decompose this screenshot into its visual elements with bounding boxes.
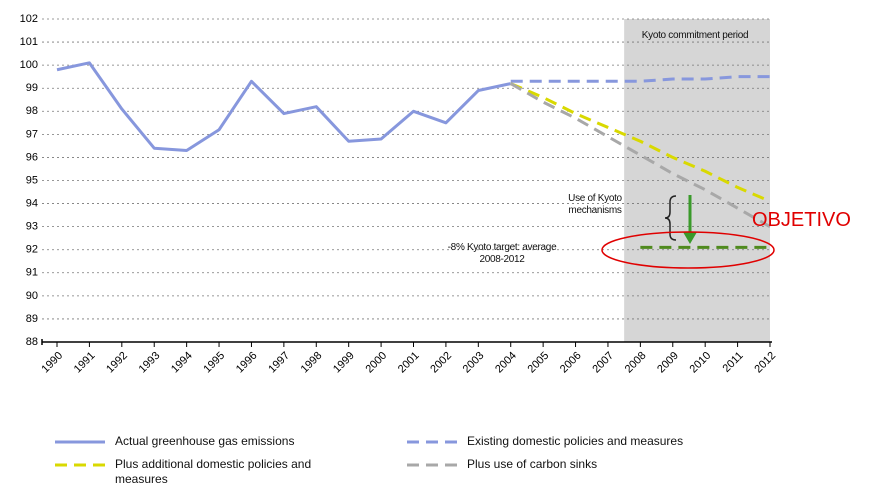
y-tick-label: 101	[20, 36, 38, 48]
x-tick-label: 2009	[655, 350, 681, 376]
legend-label: Actual greenhouse gas emissions	[115, 434, 295, 448]
y-tick-label: 90	[26, 290, 38, 302]
series-line	[510, 75, 770, 83]
x-tick-label: 1999	[331, 350, 357, 376]
x-tick-label: 2006	[558, 350, 584, 376]
x-tick-label: 2010	[688, 350, 714, 376]
legend-label: Plus additional domestic policies and me…	[115, 457, 312, 486]
legend-label: Plus use of carbon sinks	[467, 457, 598, 471]
y-tick-label: 91	[26, 267, 38, 279]
y-tick-label: 88	[26, 336, 38, 348]
x-tick-label: 1997	[266, 350, 292, 376]
y-tick-label: 89	[26, 313, 38, 325]
x-tick-label: 1992	[104, 350, 130, 376]
y-tick-label: 102	[20, 13, 38, 25]
x-tick-label: 1991	[72, 350, 98, 376]
annotation: -8% Kyoto target: average 2008-2012	[447, 242, 557, 265]
annotation: OBJETIVO	[752, 209, 851, 231]
x-tick-label: 1994	[169, 350, 195, 376]
x-tick-label: 2004	[493, 350, 519, 376]
x-tick-label: 2003	[461, 350, 487, 376]
annotation: Use of Kyoto mechanisms	[568, 193, 622, 216]
highlight-ellipse	[601, 231, 775, 269]
x-tick-label: 1993	[137, 350, 163, 376]
y-tick-label: 100	[20, 59, 38, 71]
x-tick-label: 1998	[299, 350, 325, 376]
series-line	[56, 61, 512, 153]
brace	[664, 195, 677, 241]
x-tick-label: 2000	[363, 350, 389, 376]
y-tick-label: 98	[26, 105, 38, 117]
x-tick-label: 2011	[721, 350, 746, 375]
x-tick-label: 2012	[752, 350, 778, 376]
x-tick-label: 1990	[39, 350, 65, 376]
y-tick-label: 95	[26, 174, 38, 186]
arrow-head	[683, 232, 697, 244]
x-tick-label: 2005	[526, 350, 552, 376]
x-tick-label: 2002	[428, 350, 454, 376]
x-tick-label: 1995	[201, 350, 227, 376]
x-tick-label: 2001	[396, 350, 422, 376]
y-tick-label: 99	[26, 82, 38, 94]
y-tick-label: 97	[26, 128, 38, 140]
y-tick-label: 93	[26, 221, 38, 233]
y-tick-label: 96	[26, 151, 38, 163]
legend-label: Existing domestic policies and measures	[467, 434, 684, 448]
x-tick-label: 2008	[623, 350, 649, 376]
x-tick-label: 1996	[234, 350, 260, 376]
series-line	[510, 82, 771, 203]
series-line	[509, 82, 771, 228]
y-tick-label: 92	[26, 244, 38, 256]
y-tick-label: 94	[26, 197, 38, 209]
x-tick-label: 2007	[590, 350, 616, 376]
annotation: Kyoto commitment period	[641, 30, 749, 41]
